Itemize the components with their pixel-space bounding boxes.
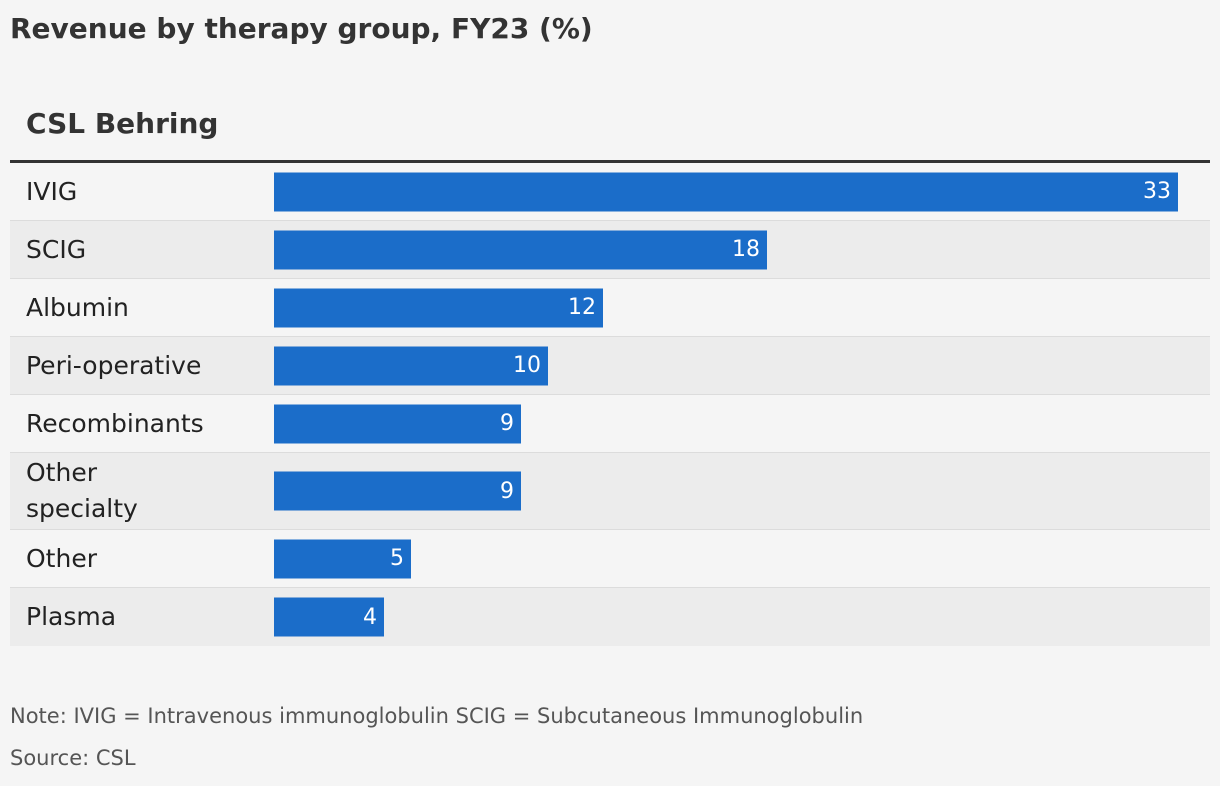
category-label: IVIG [26, 176, 78, 206]
chart-source: Source: CSL [10, 746, 136, 770]
category-label: Other [26, 543, 97, 573]
bar: 5 [274, 539, 411, 578]
chart-row: Albumin 12 [10, 279, 1210, 337]
chart-subtitle: CSL Behring [26, 107, 219, 140]
bar: 18 [274, 230, 767, 269]
category-label: Plasma [26, 602, 117, 631]
category-label: Peri-operative [26, 350, 202, 380]
chart-row: SCIG 18 [10, 221, 1210, 279]
bar-value-label: 10 [513, 353, 541, 378]
chart-row: Plasma 4 [10, 588, 1210, 646]
category-label: SCIG [26, 234, 87, 264]
bar-value-label: 9 [500, 478, 514, 504]
bar: 9 [274, 471, 521, 511]
bar: 4 [274, 597, 384, 637]
bar-value-label: 33 [1143, 179, 1171, 204]
chart-row: Recombinants 9 [10, 395, 1210, 453]
chart-note: Note: IVIG = Intravenous immunoglobulin … [10, 704, 864, 728]
chart-row: Other specialty 9 [10, 453, 1210, 530]
category-label: Recombinants [26, 408, 204, 438]
bar-chart: IVIG 33 SCIG 18 Albumin 12 Peri-operative 10 Rec… [10, 163, 1210, 646]
bar: 10 [274, 346, 548, 385]
category-label: Other specialty [26, 458, 138, 523]
bar-value-label: 5 [390, 546, 404, 571]
bar-value-label: 9 [500, 411, 514, 436]
bar: 9 [274, 404, 521, 443]
chart-row: Other 5 [10, 530, 1210, 588]
category-label: Albumin [26, 292, 129, 322]
bar-value-label: 4 [363, 604, 377, 630]
bar-value-label: 18 [732, 237, 760, 262]
bar: 12 [274, 288, 603, 327]
chart-row: Peri-operative 10 [10, 337, 1210, 395]
chart-row: IVIG 33 [10, 163, 1210, 221]
bar-value-label: 12 [568, 295, 596, 320]
bar: 33 [274, 172, 1178, 211]
header-divider [10, 160, 1210, 163]
chart-title: Revenue by therapy group, FY23 (%) [10, 12, 593, 45]
